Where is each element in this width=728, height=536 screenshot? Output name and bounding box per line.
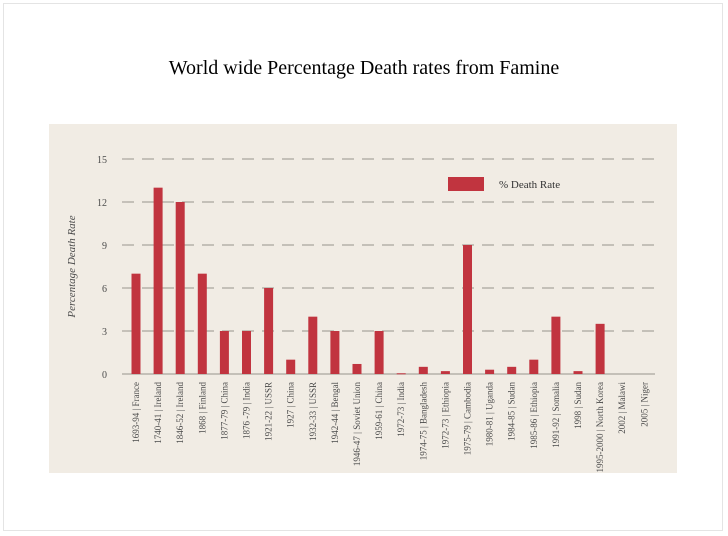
x-tick-label: 2005 | Niger [639,382,649,427]
y-tick-label: 0 [102,370,107,381]
x-tick-label: 1693-94 | France [131,382,141,443]
x-tick-label: 1942-44 | Bengal [330,382,340,444]
x-tick-label: 1995-2000 | North Korea [595,382,605,473]
y-tick-label: 3 [102,327,107,338]
legend-swatch [448,177,484,191]
bar [242,331,251,374]
x-tick-label: 1740-41 | Ireland [153,382,163,444]
bar [286,359,296,374]
y-axis-label: Percentage Death Rate [66,215,78,318]
y-tick-label: 6 [102,284,107,295]
x-tick-label: 1972-73 | Ethiopia [440,382,450,449]
bar [485,369,495,374]
x-tick-label: 1980-81 | Uganda [485,382,495,446]
slide-frame [3,3,723,531]
bar [551,316,561,374]
x-tick-label: 1991-92 | Somalia [551,382,561,448]
x-tick-label: 1932-33 | USSR [308,382,318,441]
x-tick-label: 1974-75 | Bangladesh [418,382,428,461]
bar [507,366,517,374]
x-tick-label: 1946-47 | Soviet Union [352,382,362,467]
y-tick-label: 12 [97,198,107,209]
x-tick-label: 1876 -79 | India [242,382,252,439]
bar [219,331,229,374]
x-tick-label: 1975-79 | Cambodia [463,382,473,455]
chart-panel: 0 3 6 9 12 15 1693-94 | France 1740-41 | Irela… [49,124,677,473]
legend-label: % Death Rate [499,179,560,191]
x-tick-label: 1927 | China [286,382,296,428]
x-tick-label: 1868 | Finland [197,382,207,434]
x-tick-label: 1985-86 | Ethiopia [529,382,539,449]
bar [374,331,384,374]
bar [418,366,428,374]
x-tick-label: 1984-85 | Sudan [507,382,517,441]
x-tick-label: 1998 | Sudan [573,382,583,429]
y-tick-label: 9 [102,241,107,252]
bar [131,273,141,374]
x-tick-label: 1959-61 | China [374,382,384,440]
bar [197,273,207,374]
bar [264,288,274,374]
x-tick-labels: 1693-94 | France 1740-41 | Ireland 1846-52… [131,382,649,473]
bar [330,331,340,374]
bar [352,363,362,374]
x-tick-label: 1972-73 | India [396,382,406,437]
x-tick-label: 1846-52 | Ireland [175,382,185,444]
x-tick-label: 2002 | Malawi [617,382,627,434]
x-tick-label: 1921-22 | USSR [264,382,274,441]
bar [153,187,163,374]
bar [308,316,318,374]
bar [573,371,583,374]
bar [440,371,450,374]
bar [396,373,406,375]
bar [463,245,472,374]
bar-chart: 0 3 6 9 12 15 1693-94 | France 1740-41 | Irela… [49,124,677,473]
bar [175,202,185,374]
x-tick-label: 1877-79 | China [219,382,229,440]
slide-title: World wide Percentage Death rates from F… [168,57,560,79]
gridlines [122,158,655,375]
legend: % Death Rate [448,177,560,191]
bar [529,359,539,374]
bars [131,187,605,375]
y-tick-labels: 0 3 6 9 12 15 [97,155,107,381]
bar [595,323,605,374]
y-tick-label: 15 [97,155,107,166]
